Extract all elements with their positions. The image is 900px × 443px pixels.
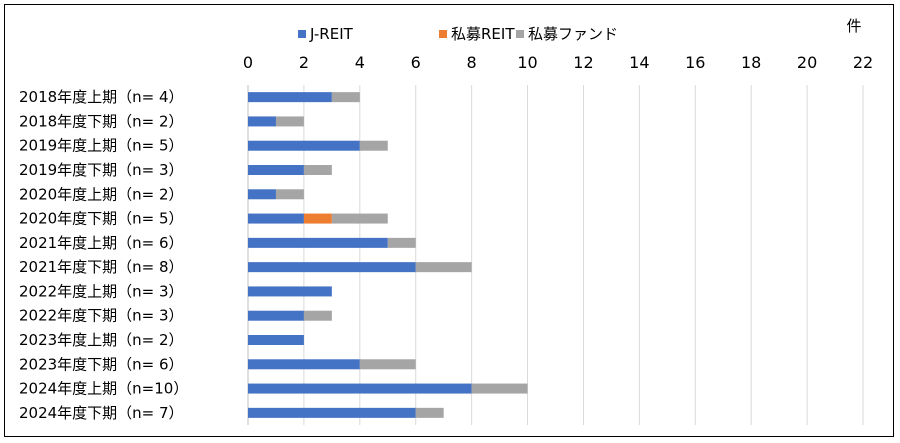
bars xyxy=(248,92,528,418)
bar-segment xyxy=(303,310,332,321)
x-tick-label: 0 xyxy=(243,53,253,72)
x-tick-label: 12 xyxy=(573,53,593,72)
bar-segment xyxy=(248,237,388,248)
category-label: 2023年度上期（n= 2） xyxy=(19,331,184,349)
legend-swatch xyxy=(298,30,306,38)
category-label: 2022年度上期（n= 3） xyxy=(19,282,184,300)
bar-segment xyxy=(248,262,416,273)
stacked-bar-chart: J-REIT 私募REIT 私募ファンド 件 0 2 4 6 8 10 12 14 16 18 20 22… xyxy=(19,17,873,425)
x-tick-label: 16 xyxy=(685,53,705,72)
category-label: 2018年度上期（n= 4） xyxy=(19,88,184,106)
category-label: 2018年度下期（n= 2） xyxy=(19,112,184,130)
legend-label: 私募ファンド xyxy=(528,25,618,43)
bar-segment xyxy=(275,189,304,200)
bar-segment xyxy=(359,359,416,370)
x-tick-label: 14 xyxy=(629,53,649,72)
bar-segment xyxy=(248,407,416,418)
bar-segment xyxy=(303,165,332,175)
bar-segment xyxy=(248,383,472,394)
bar-segment xyxy=(248,213,304,224)
category-label: 2023年度下期（n= 6） xyxy=(19,355,184,373)
legend-swatch xyxy=(516,30,524,38)
bar-segment xyxy=(248,116,276,127)
category-label: 2021年度上期（n= 6） xyxy=(19,234,184,252)
bar-segment xyxy=(359,140,388,151)
x-tick-label: 10 xyxy=(517,53,537,72)
category-label: 2021年度下期（n= 8） xyxy=(19,258,184,276)
x-tick-label: 22 xyxy=(853,53,873,72)
category-label: 2024年度上期（n=10） xyxy=(19,380,188,398)
x-tick-labels: 0 2 4 6 8 10 12 14 16 18 20 22 xyxy=(243,53,873,72)
x-tick-label: 4 xyxy=(355,53,365,72)
bar-segment xyxy=(248,359,360,370)
bar-segment xyxy=(248,310,304,321)
category-label: 2020年度下期（n= 5） xyxy=(19,210,184,228)
x-tick-label: 6 xyxy=(411,53,421,72)
x-tick-label: 8 xyxy=(467,53,477,72)
bar-segment xyxy=(248,92,332,103)
unit-label: 件 xyxy=(846,17,861,35)
x-tick-label: 18 xyxy=(741,53,761,72)
bar-segment xyxy=(248,335,304,345)
category-label: 2024年度下期（n= 7） xyxy=(19,404,184,422)
legend: J-REIT 私募REIT 私募ファンド xyxy=(298,25,618,43)
bar-segment xyxy=(331,92,360,103)
gridlines xyxy=(247,85,864,425)
bar-segment xyxy=(303,213,332,224)
x-tick-label: 2 xyxy=(299,53,309,72)
bar-segment xyxy=(248,189,276,200)
category-label: 2022年度下期（n= 3） xyxy=(19,307,184,325)
bar-segment xyxy=(248,165,304,175)
bar-segment xyxy=(248,140,360,151)
category-label: 2019年度上期（n= 5） xyxy=(19,137,184,155)
category-label: 2020年度上期（n= 2） xyxy=(19,185,184,203)
category-label: 2019年度下期（n= 3） xyxy=(19,161,184,179)
chart-frame: J-REIT 私募REIT 私募ファンド 件 0 2 4 6 8 10 12 14 16 18 20 22… xyxy=(4,4,894,437)
bar-segment xyxy=(415,407,444,418)
bar-segment xyxy=(275,116,304,127)
bar-segment xyxy=(387,237,416,248)
legend-swatch xyxy=(439,30,447,38)
legend-label: 私募REIT xyxy=(451,25,515,43)
bar-segment xyxy=(471,383,528,394)
legend-label: J-REIT xyxy=(309,25,354,43)
bar-segment xyxy=(331,213,388,224)
bar-segment xyxy=(248,286,332,297)
category-labels: 2018年度上期（n= 4） 2018年度下期（n= 2） 2019年度上期（n= … xyxy=(19,88,188,422)
x-tick-label: 20 xyxy=(797,53,817,72)
bar-segment xyxy=(415,262,472,273)
